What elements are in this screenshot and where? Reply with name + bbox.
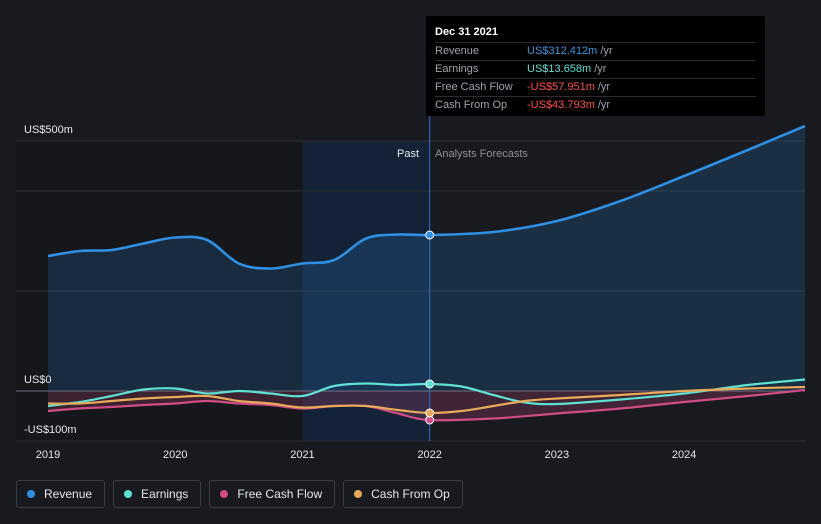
tooltip-row-value: US$312.412m [527,45,598,57]
tooltip-row-value: US$13.658m [527,63,592,75]
series-point [425,379,435,389]
legend-dot-icon [354,490,363,498]
series-line [47,378,806,408]
series-line [47,385,806,415]
y-tick-label: -US$100m [24,424,77,436]
x-tick-label: 2021 [290,449,314,461]
tooltip-row-value: -US$43.793m [527,99,595,111]
legend-dot-icon [220,490,229,498]
tooltip-row-label: Cash From Op [435,99,508,111]
x-axis-labels: 2019 2020 2021 2022 2023 2024 [36,449,697,461]
tooltip-row: Cash From Op -US$43.793m /yr [435,96,756,114]
tooltip-row: Revenue US$312.412m /yr [435,42,756,60]
chart: US$500m US$0 -US$100m 2019 2020 2021 2022 20… [16,16,806,461]
tooltip-row: Free Cash Flow -US$57.951m /yr [435,78,756,96]
series-area [48,390,805,421]
tooltip-row-unit: /yr [594,63,607,75]
x-tick-label: 2020 [163,449,187,461]
tooltip-row-label: Free Cash Flow [435,81,513,93]
tooltip-row-label: Earnings [435,63,479,75]
series-areas [48,126,805,421]
tooltip-row-unit: /yr [600,45,613,57]
legend-item-cash-from-op[interactable]: Cash From Op [343,480,463,508]
legend-item-earnings[interactable]: Earnings [113,480,202,508]
x-tick-label: 2022 [417,449,441,461]
y-axis-labels: US$500m US$0 -US$100m [24,124,77,436]
series-line [47,124,806,270]
legend-item-revenue[interactable]: Revenue [16,480,106,508]
tooltip-row-value: -US$57.951m [527,81,595,93]
tooltip-row-unit: /yr [597,99,611,111]
legend-dot-icon [124,490,133,498]
y-tick-label: US$500m [24,124,73,136]
tooltip-row-label: Revenue [435,45,480,57]
legend-dot-icon [27,490,35,498]
legend-item-free-cash-flow[interactable]: Free Cash Flow [209,480,336,508]
series-area [48,126,805,391]
forecast-label: Analysts Forecasts [435,148,528,160]
legend-label: Free Cash Flow [237,487,323,501]
x-tick-label: 2019 [36,449,60,461]
x-tick-label: 2024 [672,449,696,461]
legend-label: Revenue [44,487,93,501]
tooltip: Dec 31 2021 Revenue US$312.412m /yr Earn… [426,16,765,116]
tooltip-row-unit: /yr [597,81,611,93]
legend: Revenue Earnings Free Cash Flow Cash Fro… [16,480,463,508]
past-label: Past [397,148,419,160]
series-point [425,408,435,418]
x-tick-label: 2023 [545,449,569,461]
tooltip-row: Earnings US$13.658m /yr [435,60,756,78]
legend-label: Earnings [141,487,189,501]
series-lines [47,124,806,422]
legend-label: Cash From Op [371,487,450,501]
y-tick-label: US$0 [24,374,52,386]
hover-markers [425,230,435,425]
series-point [425,230,435,240]
tooltip-date: Dec 31 2021 [435,26,498,38]
